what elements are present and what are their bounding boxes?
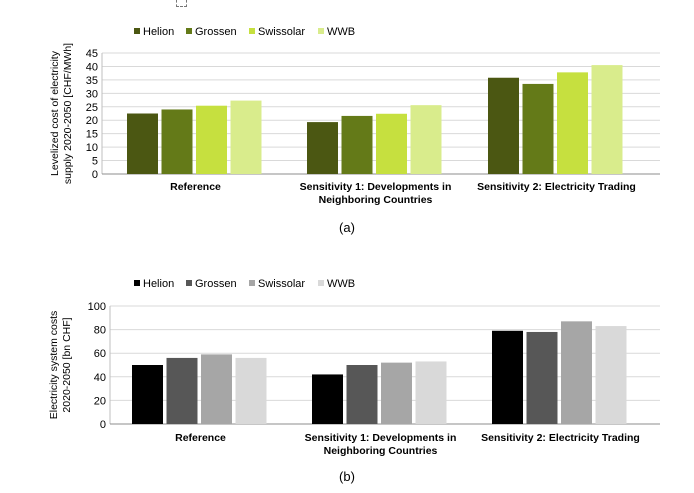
bar-1-grossen-2 (341, 115, 373, 174)
y-tick-label-2-2: 40 (94, 372, 106, 384)
category-label-2-2-line-1: Sensitivity 1: Developments in (305, 432, 457, 444)
y-tick-label-2-3: 60 (94, 348, 106, 360)
y-axis-label-1-line-2: supply 2020-2050 [CHF/MWh] (62, 43, 74, 184)
bar-2-swissolar-2 (381, 362, 412, 424)
legend-swatch-1-grossen (186, 28, 192, 34)
y-axis-label-2-line-2: 2020-2050 [bn CHF] (61, 317, 73, 412)
selection-handle-mark (176, 0, 187, 7)
y-tick-label-1-4: 20 (86, 115, 98, 127)
y-tick-label-1-0: 0 (92, 169, 98, 181)
bar-2-swissolar-1 (201, 354, 232, 424)
legend-swatch-1-swissolar (249, 28, 255, 34)
y-tick-label-2-1: 20 (94, 395, 106, 407)
y-tick-label-1-7: 35 (86, 75, 98, 87)
y-tick-label-1-5: 25 (86, 102, 98, 114)
bar-1-grossen-1 (161, 109, 193, 174)
panel-label-2: (b) (339, 469, 355, 484)
y-axis-label-2-line-1: Electricity system costs (48, 311, 60, 420)
category-label-1-2-line-2: Neighboring Countries (319, 194, 433, 206)
bar-1-wwb-1 (230, 100, 262, 174)
bar-1-wwb-3 (591, 65, 623, 174)
legend-swatch-1-wwb (318, 28, 324, 34)
legend-swatch-2-swissolar (249, 280, 255, 286)
legend-label-2-helion: Helion (143, 278, 174, 290)
category-label-2-2-line-2: Neighboring Countries (324, 445, 438, 457)
y-tick-label-2-0: 0 (100, 419, 106, 431)
bar-2-wwb-1 (235, 357, 267, 424)
bar-1-helion-1 (127, 113, 158, 174)
bar-2-helion-1 (132, 365, 163, 424)
bar-1-helion-3 (488, 77, 519, 174)
legend-label-2-wwb: WWB (327, 278, 355, 290)
bar-2-helion-3 (492, 330, 523, 424)
y-tick-label-2-4: 80 (94, 325, 106, 337)
y-tick-label-1-8: 40 (86, 61, 98, 73)
legend-swatch-2-grossen (186, 280, 192, 286)
y-tick-label-2-5: 100 (88, 301, 106, 313)
y-tick-label-1-1: 5 (92, 156, 98, 168)
legend-label-1-wwb: WWB (327, 26, 355, 38)
bar-2-helion-2 (312, 374, 343, 424)
bar-2-wwb-2 (415, 361, 447, 424)
panel-label-1: (a) (339, 220, 355, 235)
bar-1-swissolar-3 (557, 72, 588, 174)
legend-label-2-grossen: Grossen (195, 278, 237, 290)
bar-1-swissolar-1 (196, 105, 227, 174)
y-tick-label-1-6: 30 (86, 88, 98, 100)
legend-label-2-swissolar: Swissolar (258, 278, 305, 290)
legend-swatch-2-helion (134, 280, 140, 286)
category-label-2-1: Reference (175, 432, 226, 444)
category-label-1-2-line-1: Sensitivity 1: Developments in (300, 181, 452, 193)
legend-label-1-grossen: Grossen (195, 26, 237, 38)
y-axis-label-1-line-1: Levelized cost of electricity (49, 50, 61, 176)
bar-2-grossen-1 (166, 357, 198, 424)
legend-swatch-2-wwb (318, 280, 324, 286)
bar-1-grossen-3 (522, 83, 554, 174)
legend-label-1-swissolar: Swissolar (258, 26, 305, 38)
y-tick-label-1-2: 10 (86, 142, 98, 154)
bar-2-grossen-2 (346, 365, 378, 424)
category-label-1-3: Sensitivity 2: Electricity Trading (477, 181, 636, 193)
bar-2-swissolar-3 (561, 321, 592, 424)
bar-1-helion-2 (307, 122, 338, 174)
bar-2-wwb-3 (595, 326, 627, 424)
legend-label-1-helion: Helion (143, 26, 174, 38)
category-label-2-3: Sensitivity 2: Electricity Trading (481, 432, 640, 444)
bar-2-grossen-3 (526, 331, 558, 424)
y-tick-label-1-9: 45 (86, 48, 98, 60)
y-tick-label-1-3: 15 (86, 129, 98, 141)
bar-1-wwb-2 (410, 105, 442, 174)
legend-swatch-1-helion (134, 28, 140, 34)
category-label-1-1: Reference (170, 181, 221, 193)
bar-1-swissolar-2 (376, 113, 407, 174)
